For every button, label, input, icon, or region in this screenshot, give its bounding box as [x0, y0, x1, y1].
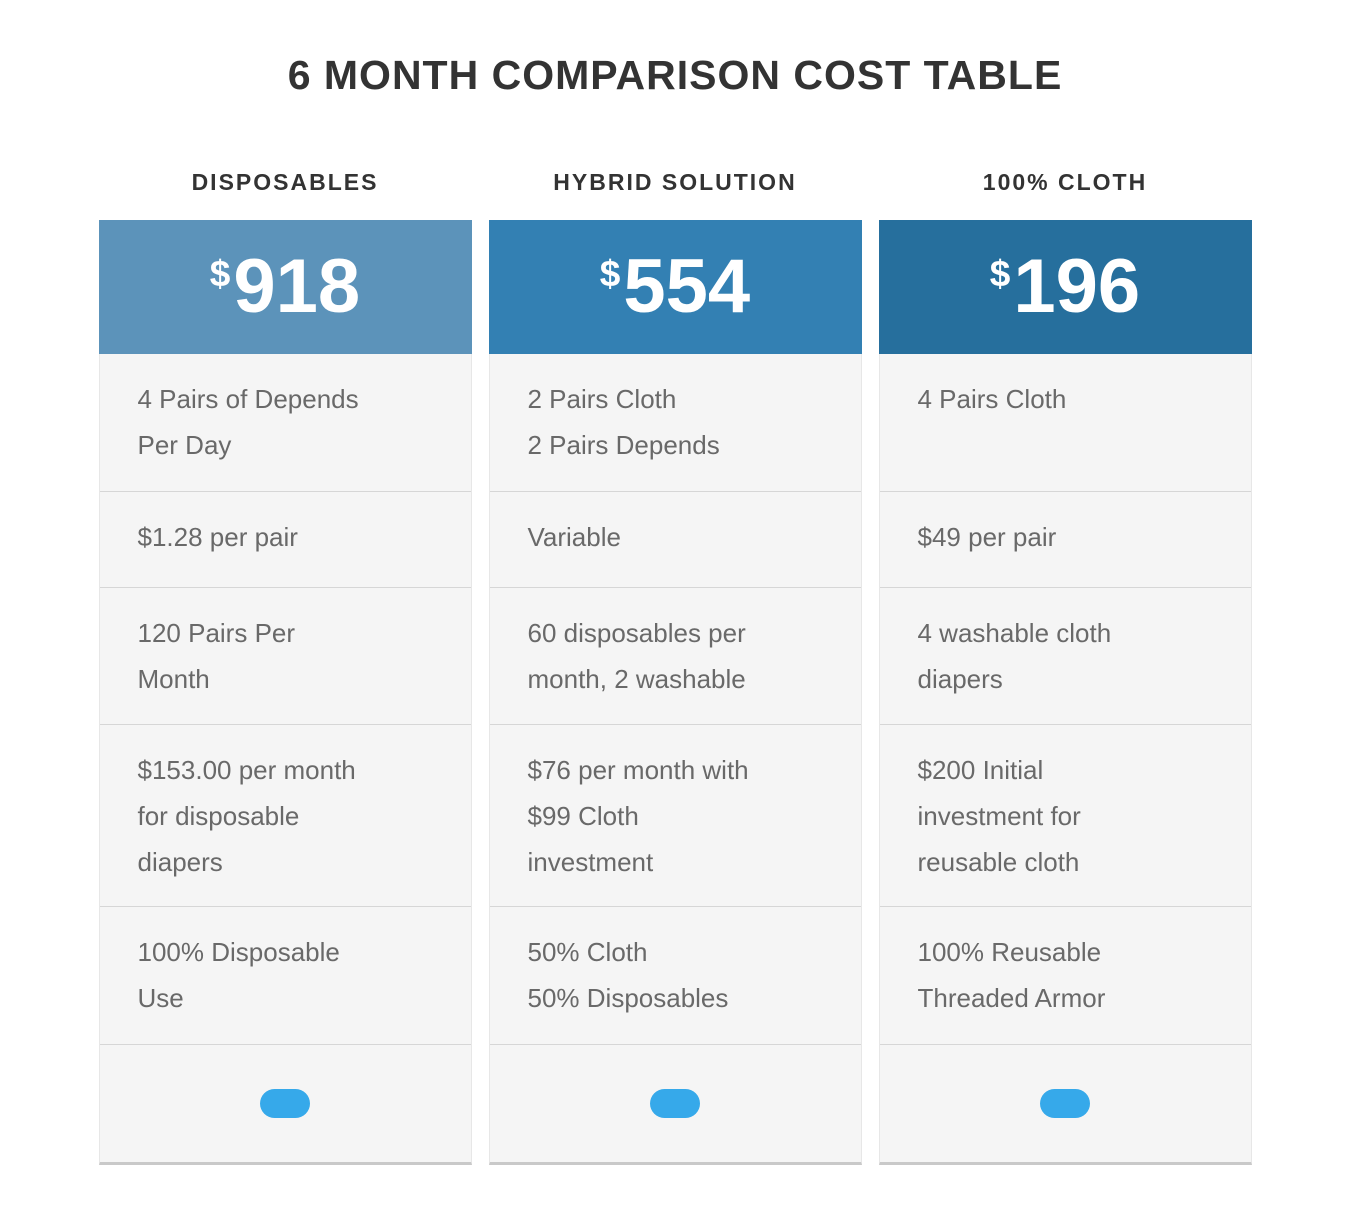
feature-row: 100% Disposable Use — [99, 906, 471, 1044]
feature-row: 60 disposables per month, 2 washable — [489, 587, 861, 724]
feature-list: 4 Pairs of Depends Per Day $1.28 per pair 1… — [98, 354, 472, 1165]
pricing-column-cloth: 100% CLOTH $ 196 4 Pairs Cloth $49 per pa… — [878, 169, 1252, 1165]
column-label: HYBRID SOLUTION — [553, 169, 797, 195]
column-label: DISPOSABLES — [191, 169, 379, 195]
feature-list: 2 Pairs Cloth 2 Pairs Depends Variable 60 d… — [488, 354, 862, 1165]
feature-row: 120 Pairs Per Month — [99, 587, 471, 724]
feature-row: 4 Pairs of Depends Per Day — [137, 384, 359, 460]
feature-rows: 4 Pairs Cloth $49 per pair 4 washable clot… — [879, 354, 1251, 1044]
toggle-pill-button[interactable] — [650, 1089, 700, 1118]
price-amount: 554 — [623, 244, 751, 329]
pricing-grid: DISPOSABLES $ 918 4 Pairs of Depends Per … — [0, 169, 1350, 1165]
dollar-sign: $ — [989, 253, 1011, 294]
feature-row: $200 Initial investment for reusable cloth — [879, 724, 1251, 906]
footer-row — [99, 1044, 471, 1162]
toggle-pill-button[interactable] — [1040, 1089, 1090, 1118]
feature-list: 4 Pairs Cloth $49 per pair 4 washable clot… — [878, 354, 1252, 1165]
page-title: 6 MONTH COMPARISON COST TABLE — [287, 52, 1063, 98]
feature-row: 50% Cloth 50% Disposables — [489, 906, 861, 1044]
feature-row: 2 Pairs Cloth 2 Pairs Depends — [527, 384, 720, 460]
dollar-sign: $ — [599, 253, 621, 294]
footer-row — [489, 1044, 861, 1162]
feature-row: $1.28 per pair — [99, 491, 471, 587]
feature-row: 4 washable cloth diapers — [879, 587, 1251, 724]
dollar-sign: $ — [209, 253, 231, 294]
footer-row — [879, 1044, 1251, 1162]
feature-row: 4 Pairs Cloth — [917, 384, 1067, 414]
feature-row: $76 per month with $99 Cloth investment — [489, 724, 861, 906]
feature-rows: 4 Pairs of Depends Per Day $1.28 per pair 1… — [99, 354, 471, 1044]
price-amount: 918 — [233, 244, 361, 329]
toggle-pill-button[interactable] — [260, 1089, 310, 1118]
price-card: $ 918 — [98, 220, 472, 354]
pricing-column-disposables: DISPOSABLES $ 918 4 Pairs of Depends Per … — [98, 169, 472, 1165]
feature-row: 100% Reusable Threaded Armor — [879, 906, 1251, 1044]
feature-row: $153.00 per month for disposable diapers — [99, 724, 471, 906]
price-card: $ 554 — [488, 220, 862, 354]
feature-row: $49 per pair — [879, 491, 1251, 587]
feature-row: Variable — [489, 491, 861, 587]
column-label: 100% CLOTH — [982, 169, 1148, 195]
feature-rows: 2 Pairs Cloth 2 Pairs Depends Variable 60 d… — [489, 354, 861, 1044]
price-card: $ 196 — [878, 220, 1252, 354]
price-amount: 196 — [1013, 244, 1141, 329]
pricing-column-hybrid: HYBRID SOLUTION $ 554 2 Pairs Cloth 2 Pai… — [488, 169, 862, 1165]
